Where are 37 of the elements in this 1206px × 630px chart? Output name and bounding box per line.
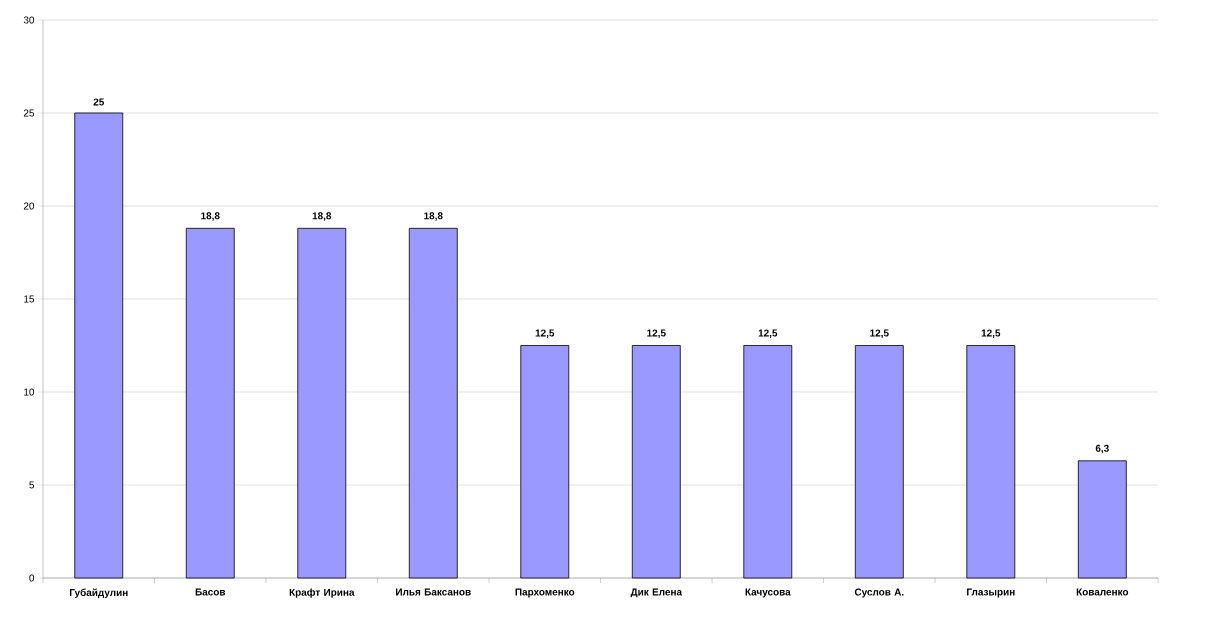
y-tick-label: 30 bbox=[23, 16, 35, 24]
bar bbox=[631, 345, 681, 579]
x-tick-label: Глазырин bbox=[967, 588, 1015, 598]
x-tick-label: Крафт Ирина bbox=[289, 588, 355, 598]
x-tick-label: Басов bbox=[195, 588, 226, 596]
data-label: 12,5 bbox=[758, 329, 778, 338]
x-tick-label: Дик Елена bbox=[630, 588, 683, 598]
bar bbox=[966, 345, 1016, 579]
data-label: 6,3 bbox=[1095, 444, 1109, 454]
bar bbox=[408, 227, 458, 579]
y-tick-label: 15 bbox=[24, 295, 35, 303]
data-label: 12,5 bbox=[870, 329, 889, 338]
x-tick-label: Губайдулин bbox=[69, 588, 128, 598]
y-tick-label: 0 bbox=[29, 574, 35, 582]
bar bbox=[297, 227, 347, 579]
data-label: 18,8 bbox=[201, 212, 220, 221]
bar bbox=[1077, 460, 1127, 579]
y-tick-label: 5 bbox=[29, 481, 35, 489]
bar bbox=[743, 345, 793, 579]
x-tick-label: Суслов А. bbox=[854, 588, 904, 598]
bar bbox=[185, 227, 235, 579]
x-tick-label: Коваленко bbox=[1076, 588, 1129, 596]
data-label: 12,5 bbox=[535, 329, 555, 338]
x-tick-label: Илья Баксанов bbox=[396, 588, 471, 596]
bar bbox=[520, 345, 570, 579]
data-label: 18,8 bbox=[312, 212, 332, 221]
data-label: 18,8 bbox=[424, 212, 443, 221]
x-tick-label: Пархоменко bbox=[515, 588, 575, 598]
y-tick-label: 25 bbox=[23, 109, 35, 117]
data-label: 25 bbox=[93, 98, 105, 106]
bar bbox=[854, 345, 904, 579]
data-label: 12,5 bbox=[647, 329, 666, 338]
y-tick-label: 10 bbox=[24, 388, 35, 396]
x-tick-label: Качусова bbox=[745, 588, 791, 598]
bar bbox=[74, 112, 124, 579]
y-tick-label: 20 bbox=[23, 202, 35, 210]
data-label: 12,5 bbox=[981, 329, 1001, 338]
